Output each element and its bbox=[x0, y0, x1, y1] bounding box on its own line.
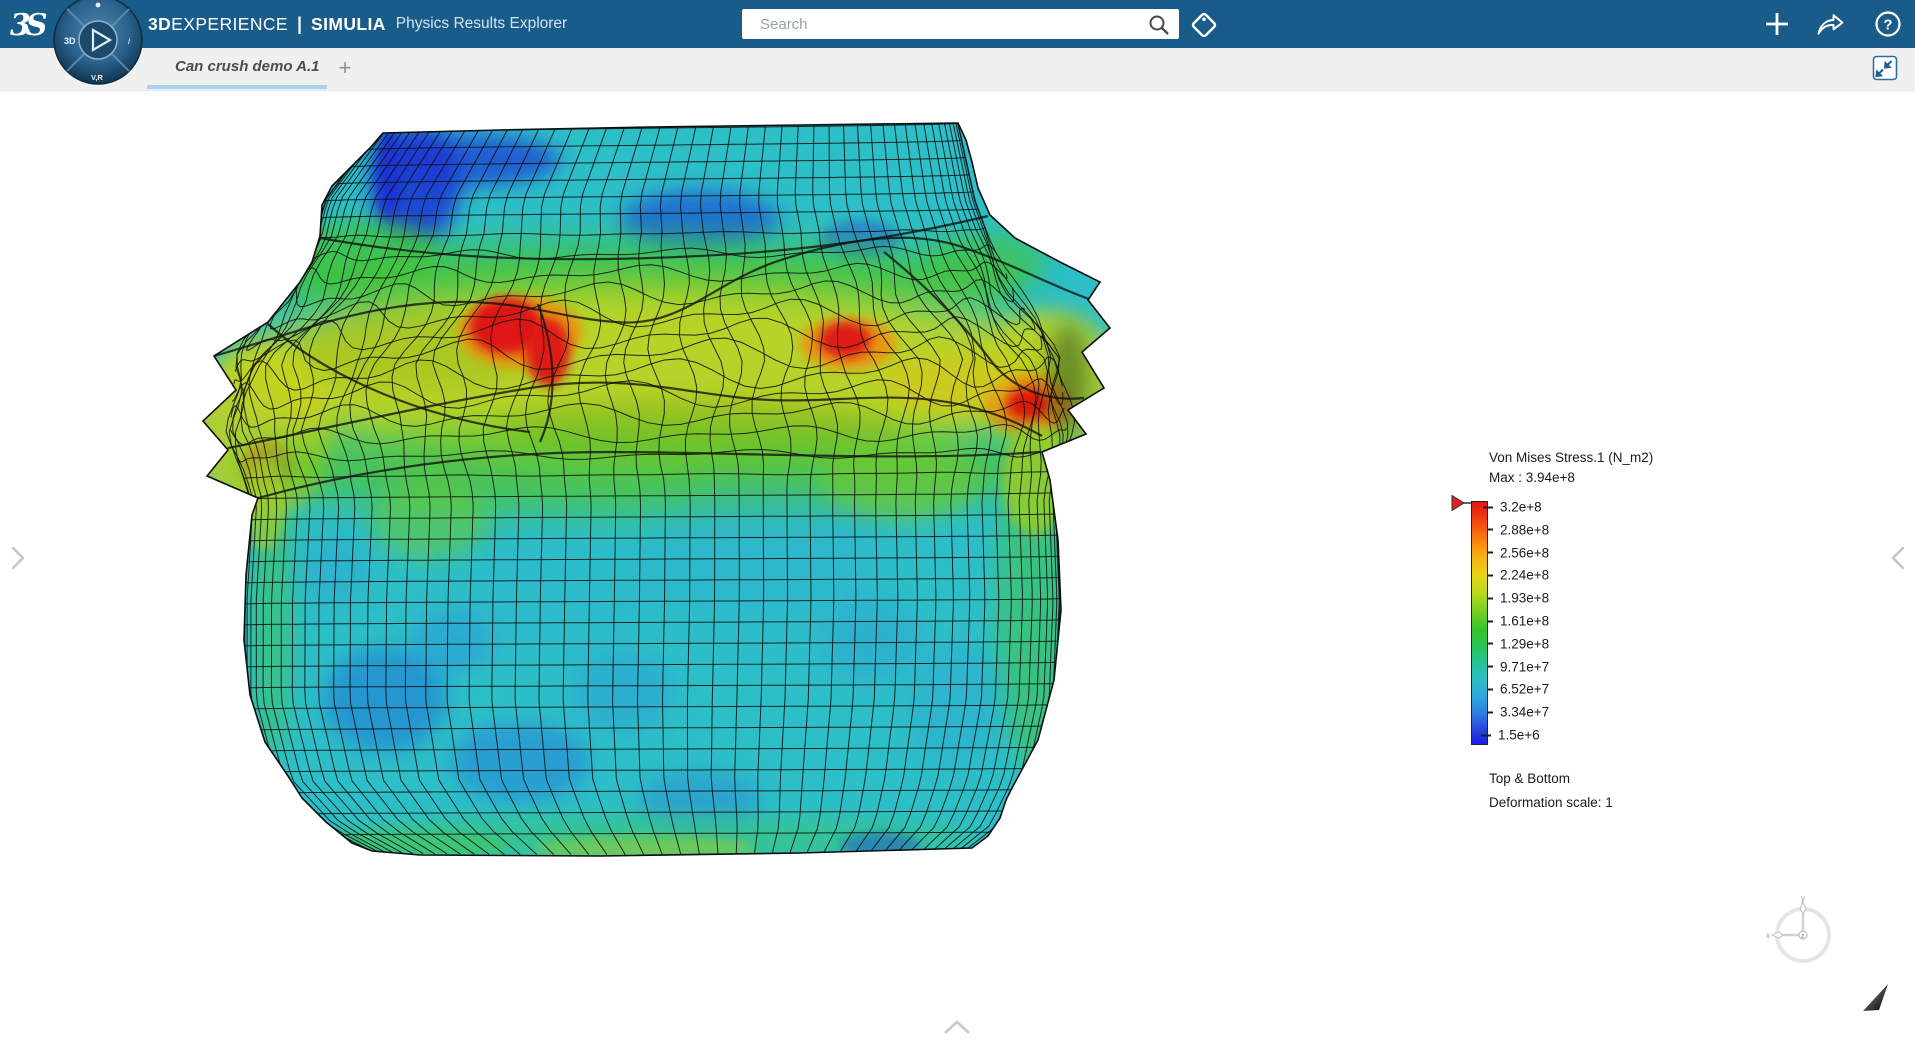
compass-play-icon[interactable] bbox=[91, 28, 113, 52]
collapse-view-icon[interactable] bbox=[1872, 55, 1898, 81]
tab-bar: Can crush demo A.1 + bbox=[0, 48, 1915, 91]
expand-right-panel-icon[interactable] bbox=[1888, 545, 1908, 571]
legend-tick-label: 6.52e+7 bbox=[1500, 681, 1550, 697]
legend-max-marker-icon[interactable] bbox=[1450, 494, 1474, 512]
corner-cone-glyph bbox=[1863, 984, 1888, 1011]
legend-tick bbox=[1487, 551, 1493, 554]
help-icon[interactable]: ? bbox=[1873, 9, 1903, 39]
legend-tick-label: 2.56e+8 bbox=[1500, 545, 1550, 561]
legend-deformation-scale: Deformation scale: 1 bbox=[1489, 795, 1613, 810]
brand-3d: 3D bbox=[148, 13, 172, 34]
legend-view-mode: Top & Bottom bbox=[1489, 771, 1571, 786]
brand-experience: EXPERIENCE bbox=[171, 13, 288, 34]
legend-tick bbox=[1487, 597, 1493, 600]
results-legend: Von Mises Stress.1 (N_m2) Max : 3.94e+8 … bbox=[1448, 448, 1688, 812]
svg-text:3S: 3S bbox=[10, 8, 47, 43]
z-axis-label: z bbox=[1801, 933, 1805, 940]
compass-i-label[interactable]: i bbox=[128, 36, 131, 46]
legend-tick-label: 2.88e+8 bbox=[1500, 522, 1550, 538]
y-axis-label: y bbox=[1801, 895, 1805, 903]
top-app-bar: 3S 3D V,R i 3D EXPERIENCE | SIMULIA Physi… bbox=[0, 0, 1915, 85]
legend-tick bbox=[1481, 734, 1491, 736]
legend-tick bbox=[1487, 574, 1493, 577]
axis-triad[interactable]: y x z bbox=[1765, 895, 1839, 969]
dassault-3ds-logo: 3S bbox=[10, 8, 52, 43]
compass-vr-label[interactable]: V,R bbox=[91, 73, 103, 82]
legend-tick-label: 3.34e+7 bbox=[1500, 704, 1550, 720]
legend-max-value: Max : 3.94e+8 bbox=[1489, 470, 1575, 485]
legend-title: Von Mises Stress.1 (N_m2) bbox=[1489, 450, 1654, 465]
compass-3d-label[interactable]: 3D bbox=[64, 36, 76, 46]
legend-colorbar-area: 3.2e+8 2.88e+8 2.56e+8 2.24e+8 1.93e+8 1.61e+… bbox=[1448, 494, 1688, 751]
svg-text:?: ? bbox=[1883, 17, 1892, 34]
search-box[interactable] bbox=[742, 9, 1179, 39]
expand-left-panel-icon[interactable] bbox=[8, 545, 28, 571]
tab-label: Can crush demo A.1 bbox=[175, 58, 320, 75]
search-icon[interactable] bbox=[1147, 13, 1171, 37]
add-content-icon[interactable] bbox=[1762, 9, 1792, 39]
compass-widget[interactable]: 3D V,R i bbox=[52, 0, 144, 86]
legend-colorbar[interactable] bbox=[1471, 501, 1488, 745]
legend-tick bbox=[1487, 620, 1493, 622]
compass-center[interactable] bbox=[78, 20, 118, 60]
search-input[interactable] bbox=[742, 9, 1155, 39]
brand-divider: | bbox=[296, 13, 303, 34]
legend-tick bbox=[1487, 688, 1493, 691]
legend-tick-label: 1.61e+8 bbox=[1500, 613, 1550, 629]
legend-tick-label: 1.5e+6 bbox=[1498, 727, 1540, 743]
tab-can-crush-demo[interactable]: Can crush demo A.1 bbox=[147, 48, 327, 90]
x-axis-arrow bbox=[1770, 931, 1784, 939]
share-icon[interactable] bbox=[1815, 9, 1845, 39]
active-tab-indicator bbox=[147, 85, 327, 89]
legend-tick-label: 3.2e+8 bbox=[1500, 499, 1542, 515]
legend-tick-label: 9.71e+7 bbox=[1500, 659, 1550, 675]
legend-tick-label: 1.29e+8 bbox=[1500, 636, 1550, 652]
expand-bottom-panel-icon[interactable] bbox=[942, 1018, 972, 1036]
compass-quadrant-lines bbox=[66, 8, 130, 72]
y-axis-arrow bbox=[1799, 900, 1807, 914]
add-tab-button[interactable]: + bbox=[338, 55, 352, 80]
brand-product: SIMULIA bbox=[311, 13, 386, 34]
legend-tick bbox=[1483, 506, 1493, 508]
legend-tick-label: 2.24e+8 bbox=[1500, 567, 1550, 583]
legend-tick bbox=[1487, 642, 1493, 645]
brand-title: 3D EXPERIENCE | SIMULIA Physics Results E… bbox=[148, 0, 567, 48]
tag-icon[interactable] bbox=[1188, 9, 1220, 41]
legend-tick-label: 1.93e+8 bbox=[1500, 590, 1550, 606]
3d-viewport[interactable]: Von Mises Stress.1 (N_m2) Max : 3.94e+8 … bbox=[0, 90, 1915, 1045]
compass-profile-icon[interactable] bbox=[95, 2, 101, 8]
legend-tick bbox=[1487, 711, 1493, 714]
legend-tick bbox=[1487, 528, 1493, 531]
can-crush-model[interactable] bbox=[0, 90, 1915, 1045]
z-axis-origin bbox=[1798, 930, 1808, 940]
legend-tick bbox=[1487, 665, 1493, 668]
x-axis-label: x bbox=[1766, 931, 1770, 940]
app-name: Physics Results Explorer bbox=[395, 15, 568, 32]
